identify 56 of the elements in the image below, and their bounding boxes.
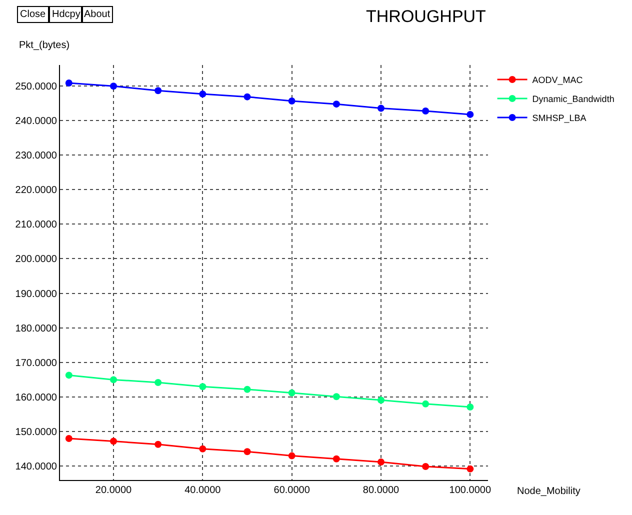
point [466,110,474,118]
x-axis-title: Node_Mobility [517,486,580,497]
x-tick-label: 20.0000 [95,485,132,496]
y-tick-label: 200.0000 [15,254,58,266]
x-tick-label: 40.0000 [184,485,222,496]
point [244,386,251,393]
point [288,389,296,396]
point [244,448,251,456]
text: Close [20,9,46,20]
chart-title: THROUGHPUT [366,7,486,26]
point [110,438,117,445]
point [378,396,384,404]
point [65,372,72,379]
y-tick-label: 250.0000 [15,81,58,92]
point [332,100,340,108]
text: About [84,9,110,20]
y-tick-label: 240.0000 [15,116,58,127]
x-tick-label: 80.0000 [362,485,400,496]
y-tick-label: 150.0000 [15,427,58,438]
point [466,404,474,411]
point [199,383,206,390]
point [422,108,430,114]
y-tick-label: 160.0000 [15,392,58,404]
point [65,79,72,86]
point [378,458,384,466]
point [422,400,430,408]
point [288,452,296,460]
y-tick-label: 170.0000 [15,358,58,369]
text: Hdcpy [52,9,80,20]
point [110,82,117,90]
point [110,376,117,384]
x-tick-label: 100.0000 [449,485,492,496]
point [466,465,474,472]
point [154,378,162,386]
legend-label: Dynamic_Bandwidth [532,94,614,104]
point [332,393,340,400]
point [378,104,384,112]
point [154,440,162,448]
y-tick-label: 180.0000 [15,323,58,334]
point [422,463,430,470]
y-tick-label: 210.0000 [15,220,58,231]
point [154,87,162,94]
point [199,445,206,452]
y-tick-label: 230.0000 [15,150,58,162]
point [288,97,296,104]
legend-label: SMHSP_LBA [532,113,586,124]
y-tick-label: 190.0000 [15,288,58,300]
point [65,435,72,442]
point [332,455,340,462]
point [244,93,251,100]
legend-label: AODV_MAC [532,75,584,86]
y-axis-title: Pkt_(bytes) [19,40,70,51]
y-tick-label: 220.0000 [15,185,58,196]
point [199,90,206,98]
x-tick-label: 60.0000 [274,485,310,496]
y-tick-label: 140.0000 [15,462,58,473]
